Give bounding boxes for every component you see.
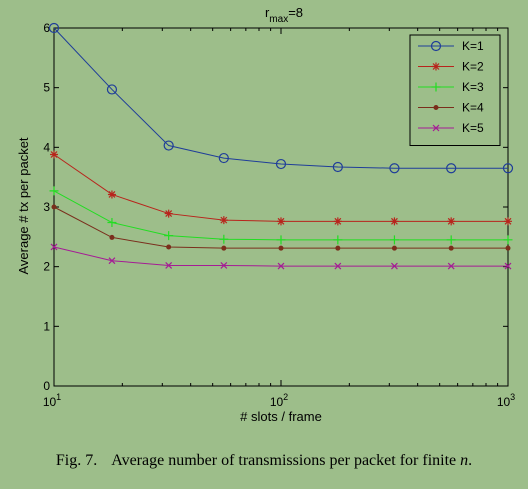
legend-marker: [431, 82, 441, 92]
y-axis-label: Average # tx per packet: [16, 137, 31, 274]
data-point: [106, 84, 118, 95]
data-point: [108, 257, 116, 265]
legend-marker: [430, 40, 442, 52]
caption-math: n: [460, 452, 469, 469]
data-point: [163, 140, 174, 151]
data-point: [332, 161, 343, 173]
series-2: [50, 150, 512, 226]
x-axis-label: # slots / frame: [240, 409, 322, 424]
data-point: [50, 150, 58, 159]
data-point: [333, 217, 342, 226]
legend-marker: [433, 105, 439, 110]
data-point: [221, 245, 227, 251]
legend-marker: [432, 62, 440, 71]
data-point: [275, 158, 287, 170]
data-point: [107, 190, 116, 199]
legend-entry: K=4: [418, 101, 484, 115]
legend-label: K=5: [462, 121, 484, 135]
data-point: [277, 262, 285, 270]
x-tick-label: 101: [43, 392, 61, 409]
legend-entry: K=3: [418, 80, 484, 94]
data-point: [219, 234, 229, 244]
data-point: [504, 262, 512, 270]
data-point: [503, 235, 513, 245]
data-point: [335, 245, 341, 251]
legend: K=1 K=2 K=3 K=4 K=5: [409, 34, 501, 146]
data-point: [164, 209, 173, 218]
series-4: [51, 204, 511, 251]
figure-caption: Fig. 7. Average number of transmissions p…: [0, 452, 528, 470]
data-point: [390, 217, 399, 226]
data-point: [50, 243, 58, 251]
data-point: [448, 245, 454, 251]
y-tick-label: 5: [43, 81, 50, 95]
y-tick-label: 1: [43, 319, 50, 333]
x-tick-label: 103: [497, 392, 515, 409]
y-tick-label: 3: [43, 200, 50, 214]
data-point: [334, 262, 342, 270]
y-tick-label: 0: [43, 379, 50, 393]
data-point: [218, 152, 229, 164]
data-point: [165, 262, 173, 269]
y-tick-label: 2: [43, 260, 50, 274]
series-3: [49, 186, 513, 245]
data-point: [447, 217, 456, 226]
data-point: [446, 235, 456, 245]
x-tick-label: 102: [270, 392, 288, 409]
data-point: [333, 235, 343, 245]
data-point: [49, 186, 59, 196]
data-point: [164, 231, 174, 241]
data-point: [277, 217, 285, 226]
series-group: [48, 22, 514, 270]
axes: 0 1 2 3 4 5 6 101 102 103: [43, 21, 515, 409]
caption-end: .: [468, 452, 473, 469]
data-point: [109, 234, 115, 240]
data-point: [446, 163, 457, 174]
legend-box: [409, 34, 501, 146]
caption-number: Fig. 7.: [55, 452, 98, 469]
caption-text: Average number of transmissions per pack…: [111, 452, 457, 469]
legend-label: K=1: [462, 39, 484, 53]
legend-label: K=4: [462, 101, 484, 115]
data-point: [447, 262, 455, 270]
data-point: [391, 262, 398, 270]
series-5: [50, 243, 512, 270]
data-point: [504, 217, 512, 226]
data-point: [51, 204, 57, 210]
series-1: [48, 22, 514, 174]
legend-entry: K=1: [418, 39, 484, 53]
data-point: [505, 245, 511, 251]
legend-entry: K=2: [418, 60, 484, 74]
data-point: [389, 235, 399, 245]
data-point: [502, 163, 514, 174]
data-point: [220, 262, 228, 269]
data-point: [219, 216, 228, 225]
data-point: [107, 218, 117, 228]
data-point: [276, 235, 286, 245]
legend-marker: [432, 124, 440, 132]
data-point: [391, 245, 397, 251]
legend-label: K=2: [462, 60, 484, 74]
chart-title: rmax=8: [265, 5, 303, 25]
data-point: [166, 244, 172, 250]
y-tick-label: 6: [43, 21, 50, 35]
series-line: [53, 27, 508, 169]
y-tick-label: 4: [43, 140, 50, 154]
data-point: [48, 22, 60, 34]
legend-entry: K=5: [418, 121, 484, 135]
data-point: [278, 245, 284, 251]
data-point: [389, 163, 400, 174]
legend-label: K=3: [462, 80, 484, 94]
